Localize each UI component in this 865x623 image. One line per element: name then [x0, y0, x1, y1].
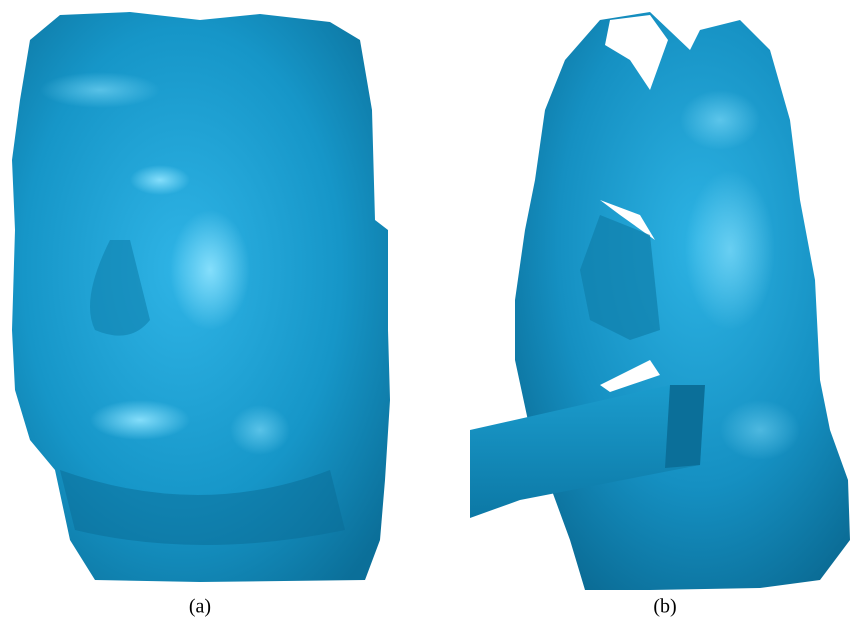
highlight	[170, 210, 250, 330]
panel-a: (a)	[12, 12, 390, 618]
panel-b: (b)	[470, 12, 850, 618]
highlight	[720, 400, 800, 460]
figure: (a) (b)	[0, 0, 865, 623]
highlight	[130, 165, 190, 195]
highlight	[230, 405, 290, 455]
caption: (a)	[189, 596, 211, 618]
highlight	[680, 90, 760, 150]
highlight	[685, 170, 775, 330]
page: (a) (b) (() => { const data = JSON.parse…	[0, 0, 865, 623]
plank-edge	[665, 385, 705, 468]
caption: (b)	[653, 596, 676, 618]
highlight	[90, 400, 190, 440]
highlight	[40, 72, 160, 108]
face-surface	[515, 12, 850, 590]
